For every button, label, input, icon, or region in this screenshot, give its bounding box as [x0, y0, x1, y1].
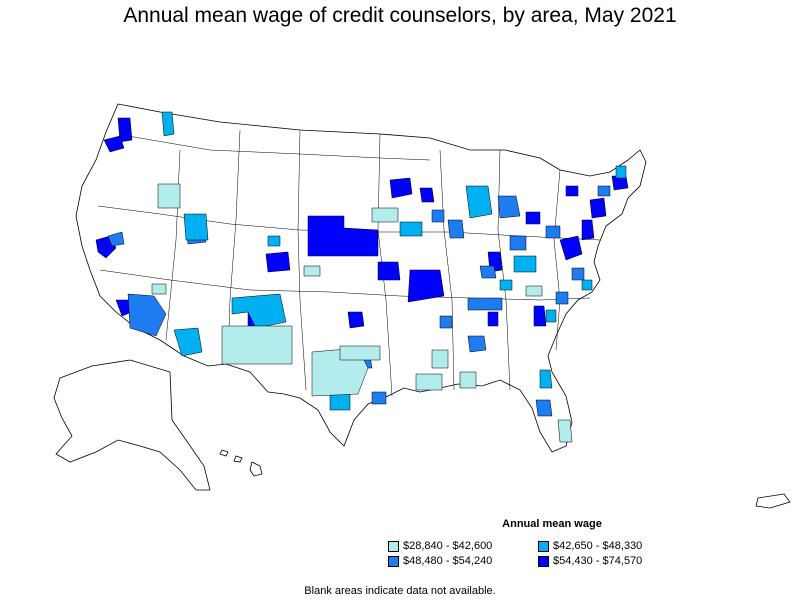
metro-tampa	[535, 399, 553, 417]
metro-buffalo	[565, 185, 579, 197]
legend-item-4: $54,430 - $74,570	[538, 555, 688, 567]
footnote-text: Blank areas indicate data not available.	[304, 585, 496, 597]
metro-richmond	[571, 267, 585, 281]
metro-minnesota-south	[371, 207, 399, 223]
metro-tucson	[173, 327, 203, 357]
metro-alabama-south	[459, 371, 477, 389]
legend-item-2: $42,650 - $48,330	[538, 540, 688, 552]
metro-charlotte	[555, 291, 569, 305]
metro-birmingham	[467, 335, 487, 353]
metro-atlanta	[533, 305, 547, 327]
metro-cleveland	[525, 211, 541, 225]
legend-item-3: $48,480 - $54,240	[388, 555, 538, 567]
metro-florida-south	[557, 419, 573, 443]
metro-madison	[419, 187, 435, 203]
metro-houston	[371, 391, 387, 405]
metro-memphis	[439, 315, 453, 329]
metro-iowa	[399, 221, 423, 237]
metro-north-texas	[339, 345, 381, 361]
puerto-rico-outline	[755, 493, 791, 509]
metro-oklahoma	[347, 311, 365, 329]
metro-sacramento	[107, 231, 125, 247]
metro-hartford	[597, 185, 611, 197]
metro-minneapolis	[389, 177, 413, 199]
legend-swatch-3	[388, 555, 399, 567]
metro-yakima	[161, 111, 175, 137]
metro-columbus	[509, 235, 527, 251]
legend-swatch-1	[388, 540, 399, 552]
metro-nebraska	[303, 265, 321, 277]
legend-label-4: $54,430 - $74,570	[553, 555, 643, 567]
metro-ohio-valley	[513, 255, 537, 273]
legend-title: Annual mean wage	[502, 518, 602, 530]
footnote: Blank areas indicate data not available.	[0, 585, 800, 597]
metro-san-antonio	[329, 393, 351, 411]
metro-phoenix	[127, 293, 167, 337]
metro-kentucky-east	[525, 285, 543, 297]
metro-portland	[103, 135, 125, 153]
metro-norfolk	[581, 279, 593, 291]
metro-louisiana	[415, 373, 443, 391]
metro-arizona-flagstaff	[151, 283, 167, 295]
metro-lexington	[499, 279, 513, 291]
metro-detroit	[497, 195, 521, 219]
metro-stlouis	[407, 269, 445, 303]
metro-new-england	[615, 165, 627, 179]
legend-swatch-4	[538, 555, 549, 567]
metro-fort-collins	[267, 235, 281, 247]
metro-mississippi	[431, 349, 449, 369]
legend: Annual mean wage $28,840 - $42,600 $42,6…	[380, 518, 700, 567]
legend-item-1: $28,840 - $42,600	[388, 540, 538, 552]
hawaii-outline	[219, 449, 263, 477]
map-background	[53, 103, 791, 509]
metro-milwaukee	[431, 209, 445, 223]
metro-knoxville	[467, 297, 503, 311]
legend-swatch-2	[538, 540, 549, 552]
legend-label-1: $28,840 - $42,600	[403, 540, 493, 552]
contiguous-us-outline	[75, 103, 647, 453]
metro-new-mexico	[221, 325, 293, 365]
metro-kansas-city	[377, 261, 401, 281]
alaska-outline	[53, 359, 211, 491]
metro-jacksonville	[539, 369, 553, 389]
metro-greenville	[545, 309, 557, 323]
map-title: Annual mean wage of credit counselors, b…	[123, 4, 677, 27]
metro-denver	[307, 215, 379, 257]
legend-label-3: $48,480 - $54,240	[403, 555, 493, 567]
metro-nashville	[487, 311, 499, 327]
metro-pittsburgh	[545, 225, 561, 239]
metro-dc	[559, 235, 583, 261]
metro-colorado-springs	[265, 251, 291, 273]
metro-east-oregon	[157, 183, 181, 209]
metro-areas	[95, 111, 629, 443]
metro-michigan	[465, 185, 493, 219]
metro-seattle	[117, 117, 133, 143]
metro-nyc	[589, 197, 607, 219]
metro-chicago	[447, 219, 465, 239]
metro-boise	[183, 213, 209, 241]
legend-label-2: $42,650 - $48,330	[553, 540, 643, 552]
metro-philadelphia	[581, 219, 595, 241]
metro-louisville	[479, 265, 497, 279]
